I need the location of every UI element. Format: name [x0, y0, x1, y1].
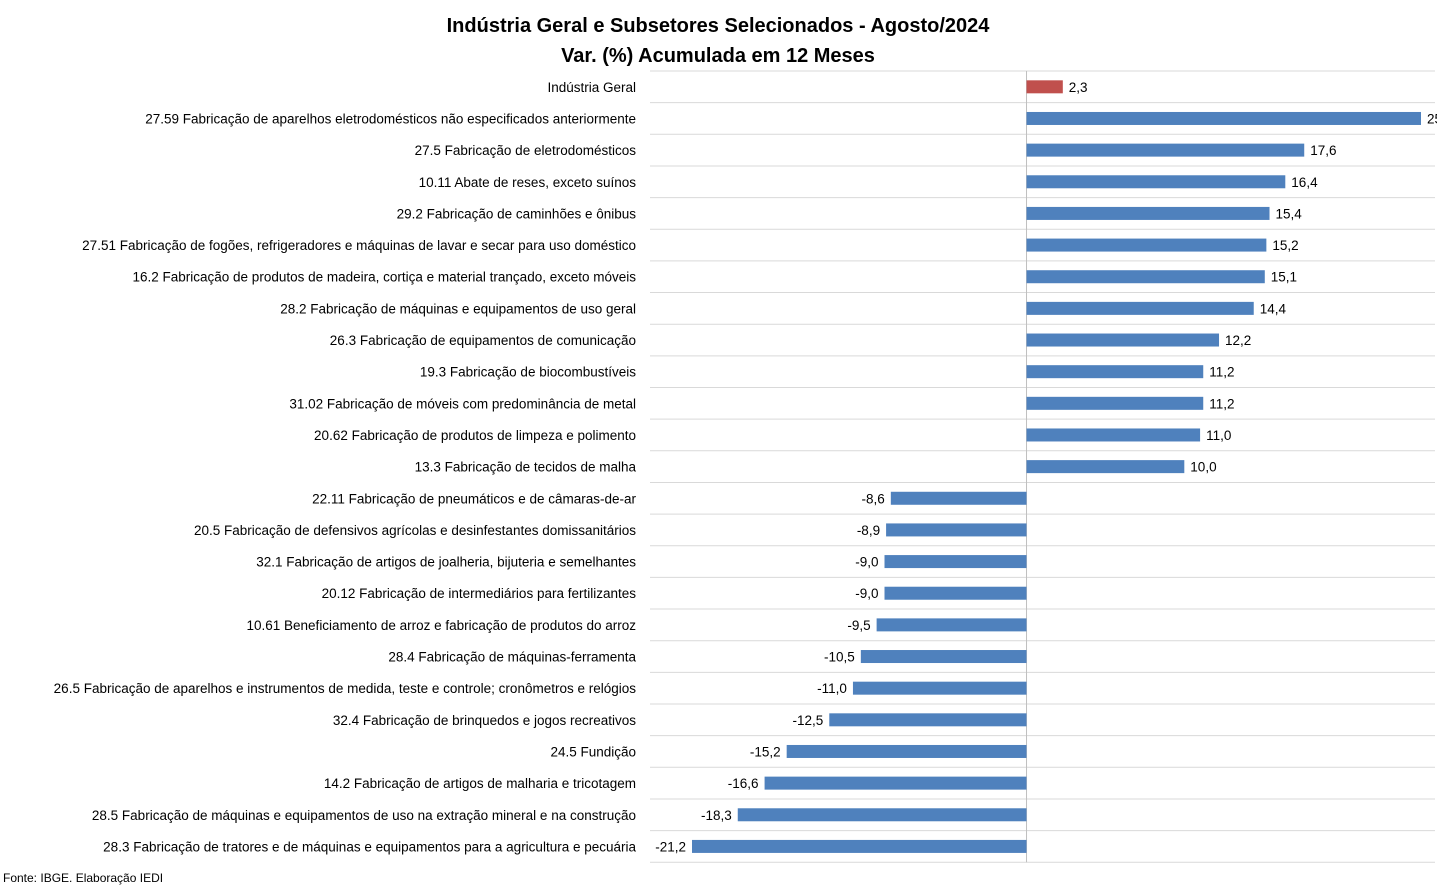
bar: [876, 618, 1027, 632]
data-label: 2,3: [1069, 80, 1088, 95]
bar: [829, 713, 1027, 727]
bar: [786, 744, 1027, 758]
chart-subtitle: Var. (%) Acumulada em 12 Meses: [561, 45, 875, 67]
data-label: -9,5: [847, 618, 870, 633]
data-label: 10,0: [1190, 460, 1216, 475]
category-label: 20.5 Fabricação de defensivos agrícolas …: [194, 523, 636, 538]
data-label: -21,2: [655, 839, 686, 854]
category-label: 29.2 Fabricação de caminhões e ônibus: [397, 206, 637, 221]
bar: [1026, 143, 1305, 157]
bar: [1026, 206, 1270, 220]
bar: [692, 839, 1027, 853]
bar: [890, 491, 1027, 505]
bar: [1026, 428, 1201, 442]
bar: [1026, 396, 1204, 410]
bar: [884, 586, 1027, 600]
category-label: 19.3 Fabricação de biocombustíveis: [420, 365, 636, 380]
data-label: 11,0: [1206, 428, 1231, 443]
data-label: -15,2: [750, 744, 781, 759]
bar: [1026, 238, 1267, 252]
category-label: 26.3 Fabricação de equipamentos de comun…: [330, 333, 636, 348]
category-label: 20.62 Fabricação de produtos de limpeza …: [314, 428, 636, 443]
data-label: -18,3: [701, 808, 732, 823]
data-label: 11,2: [1209, 396, 1234, 411]
data-label: 15,1: [1271, 270, 1297, 285]
source-note: Fonte: IBGE. Elaboração IEDI: [3, 871, 163, 885]
bar: [852, 681, 1027, 695]
data-label: -10,5: [824, 650, 855, 665]
bar: [860, 650, 1027, 664]
category-label: 32.1 Fabricação de artigos de joalheria,…: [256, 555, 636, 570]
bar: [886, 523, 1027, 537]
category-label: 10.11 Abate de reses, exceto suínos: [419, 175, 637, 190]
category-label: 31.02 Fabricação de móveis com predominâ…: [289, 396, 636, 411]
category-label: 28.2 Fabricação de máquinas e equipament…: [280, 301, 636, 316]
data-label: 15,4: [1276, 206, 1303, 221]
category-label: 24.5 Fundição: [550, 744, 636, 759]
category-label: 32.4 Fabricação de brinquedos e jogos re…: [333, 713, 636, 728]
bar: [1026, 80, 1063, 94]
bar: [1026, 365, 1204, 379]
data-label: -11,0: [817, 681, 847, 696]
bar: [1026, 175, 1286, 189]
category-label: 26.5 Fabricação de aparelhos e instrumen…: [54, 681, 637, 696]
bar: [1026, 301, 1254, 315]
category-label: 28.4 Fabricação de máquinas-ferramenta: [388, 650, 636, 665]
category-label: 27.59 Fabricação de aparelhos eletrodomé…: [145, 111, 636, 126]
category-label: 10.61 Beneficiamento de arroz e fabricaç…: [247, 618, 637, 633]
data-label: -12,5: [792, 713, 823, 728]
data-label: 25,0: [1427, 111, 1437, 126]
bar: [1026, 333, 1220, 347]
bar: [1026, 270, 1265, 284]
category-label: 27.51 Fabricação de fogões, refrigerador…: [82, 238, 636, 253]
data-label: -8,9: [857, 523, 880, 538]
category-label: 14.2 Fabricação de artigos de malharia e…: [324, 776, 636, 791]
category-label: 28.5 Fabricação de máquinas e equipament…: [92, 808, 636, 823]
bar: [737, 808, 1027, 822]
data-label: 15,2: [1272, 238, 1298, 253]
data-label: 16,4: [1291, 175, 1318, 190]
category-label: 16.2 Fabricação de produtos de madeira, …: [132, 270, 636, 285]
data-label: -9,0: [855, 586, 878, 601]
data-label: 17,6: [1310, 143, 1336, 158]
data-label: 12,2: [1225, 333, 1251, 348]
category-label: 20.12 Fabricação de intermediários para …: [322, 586, 637, 601]
category-label: 22.11 Fabricação de pneumáticos e de câm…: [312, 491, 636, 506]
bar: [1026, 111, 1421, 125]
category-label: 13.3 Fabricação de tecidos de malha: [415, 460, 637, 475]
category-label: 27.5 Fabricação de eletrodomésticos: [415, 143, 637, 158]
data-label: -9,0: [855, 555, 878, 570]
data-label: -16,6: [728, 776, 759, 791]
bar: [764, 776, 1027, 790]
bar: [884, 555, 1027, 569]
chart-title: Indústria Geral e Subsetores Selecionado…: [447, 15, 991, 37]
category-label: 28.3 Fabricação de tratores e de máquina…: [103, 839, 636, 854]
data-label: 14,4: [1260, 301, 1287, 316]
bar: [1026, 460, 1185, 474]
data-label: -8,6: [862, 491, 885, 506]
data-label: 11,2: [1209, 365, 1234, 380]
plot-area: Indústria Geral 2,3 27.59 Fabricação de ap…: [54, 70, 1437, 863]
category-label: Indústria Geral: [547, 80, 636, 95]
